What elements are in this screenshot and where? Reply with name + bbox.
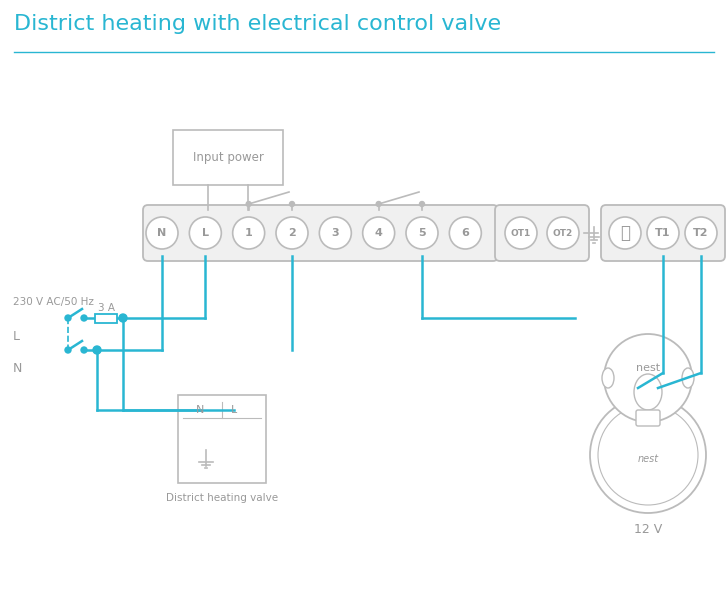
Text: OT1: OT1: [511, 229, 531, 238]
Circle shape: [146, 217, 178, 249]
Circle shape: [81, 347, 87, 353]
Circle shape: [65, 347, 71, 353]
Text: N: N: [13, 362, 23, 374]
FancyBboxPatch shape: [143, 205, 498, 261]
Circle shape: [376, 201, 381, 207]
Circle shape: [609, 217, 641, 249]
Text: 3: 3: [331, 228, 339, 238]
Circle shape: [81, 315, 87, 321]
Text: District heating valve: District heating valve: [166, 493, 278, 503]
Text: 6: 6: [462, 228, 470, 238]
Text: nest: nest: [636, 363, 660, 373]
Text: L: L: [202, 228, 209, 238]
Text: 4: 4: [375, 228, 383, 238]
Circle shape: [320, 217, 352, 249]
Circle shape: [189, 217, 221, 249]
Ellipse shape: [682, 368, 694, 388]
Text: T1: T1: [655, 228, 670, 238]
Text: N: N: [196, 405, 204, 415]
Text: ⏚: ⏚: [620, 224, 630, 242]
Circle shape: [419, 201, 424, 207]
Text: L: L: [231, 405, 237, 415]
Text: 5: 5: [418, 228, 426, 238]
Text: L: L: [13, 330, 20, 343]
FancyBboxPatch shape: [178, 395, 266, 483]
Circle shape: [604, 334, 692, 422]
FancyBboxPatch shape: [601, 205, 725, 261]
Text: 12 V: 12 V: [634, 523, 662, 536]
Circle shape: [290, 201, 295, 207]
Text: N: N: [157, 228, 167, 238]
Circle shape: [246, 201, 251, 207]
Circle shape: [647, 217, 679, 249]
Circle shape: [233, 217, 265, 249]
Ellipse shape: [634, 374, 662, 410]
FancyBboxPatch shape: [495, 205, 589, 261]
Text: 1: 1: [245, 228, 253, 238]
FancyBboxPatch shape: [95, 314, 117, 323]
Circle shape: [119, 314, 127, 322]
Text: nest: nest: [638, 454, 659, 464]
Text: 2: 2: [288, 228, 296, 238]
Text: 230 V AC/50 Hz: 230 V AC/50 Hz: [13, 297, 94, 307]
Text: OT2: OT2: [553, 229, 573, 238]
Circle shape: [685, 217, 717, 249]
Circle shape: [449, 217, 481, 249]
Circle shape: [590, 397, 706, 513]
Circle shape: [406, 217, 438, 249]
Text: Input power: Input power: [193, 151, 264, 164]
Circle shape: [65, 315, 71, 321]
Ellipse shape: [602, 368, 614, 388]
Circle shape: [598, 405, 698, 505]
Text: District heating with electrical control valve: District heating with electrical control…: [14, 14, 501, 34]
Circle shape: [276, 217, 308, 249]
Circle shape: [505, 217, 537, 249]
Text: T2: T2: [693, 228, 709, 238]
FancyBboxPatch shape: [636, 410, 660, 426]
Text: 3 A: 3 A: [98, 303, 114, 313]
Circle shape: [363, 217, 395, 249]
Circle shape: [547, 217, 579, 249]
Circle shape: [93, 346, 101, 354]
FancyBboxPatch shape: [173, 130, 283, 185]
